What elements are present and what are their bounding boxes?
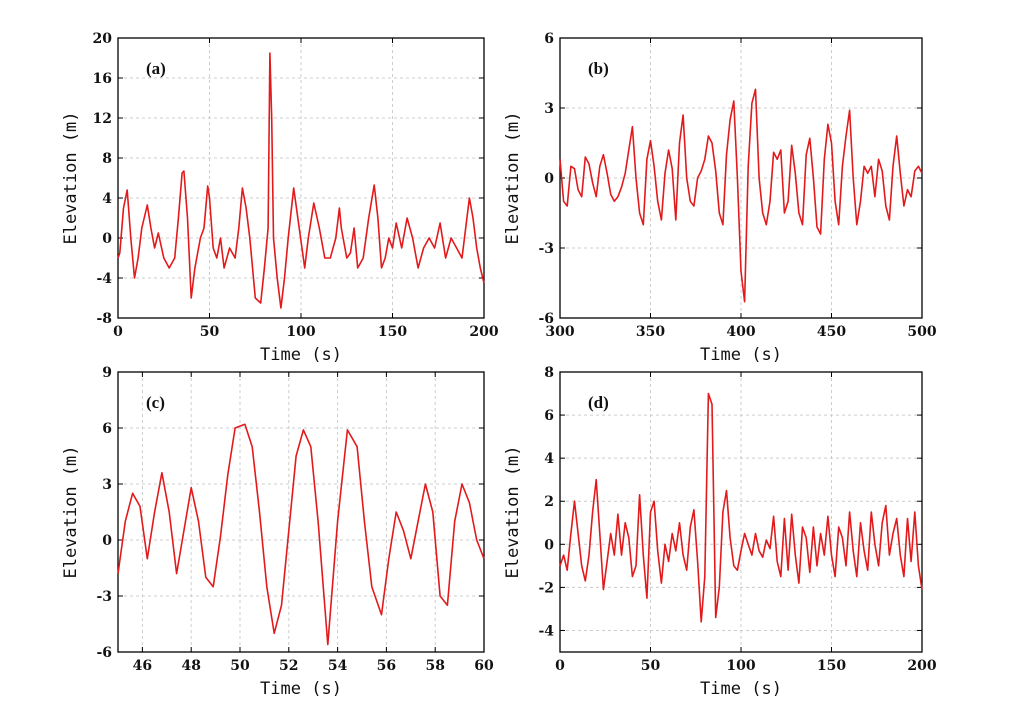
y-tick-label: -8 — [96, 311, 112, 327]
y-axis-label: Elevation (m) — [61, 445, 81, 578]
x-tick-label: 100 — [286, 324, 315, 340]
y-tick-label: -3 — [96, 589, 112, 605]
panel-label: (c) — [146, 393, 165, 412]
series-line — [559, 88, 923, 303]
y-tick-label: -6 — [96, 645, 112, 661]
x-tick-label: 500 — [907, 324, 936, 340]
y-axis-label: Elevation (m) — [503, 111, 523, 244]
y-tick-label: 0 — [102, 533, 112, 549]
x-tick-label: 56 — [377, 658, 396, 674]
panel-d: -4 -2 0 2 4 6 8 0 50 100 150 200 (d) Time (s) Eleva… — [503, 365, 937, 699]
series-line — [117, 52, 485, 309]
y-tick-label: -2 — [538, 580, 554, 596]
x-tick-label: 400 — [726, 324, 755, 340]
y-tick-label: 9 — [102, 365, 112, 381]
x-tick-label: 50 — [641, 658, 661, 674]
x-tick-label: 300 — [545, 324, 574, 340]
x-tick-label: 52 — [279, 658, 298, 674]
x-axis-label: Time (s) — [260, 679, 342, 699]
x-axis-label: Time (s) — [700, 679, 782, 699]
x-tick-label: 150 — [817, 658, 846, 674]
grid-lines — [118, 38, 484, 318]
x-tick-label: 48 — [181, 658, 200, 674]
y-tick-label: 6 — [544, 31, 554, 47]
y-tick-label: 4 — [544, 451, 554, 467]
panel-label: (a) — [146, 59, 166, 78]
series-line — [117, 423, 485, 646]
grid-lines — [118, 372, 484, 652]
axis-ticks: -6 -3 0 3 6 300 350 400 450 500 — [538, 31, 936, 340]
y-tick-label: 2 — [544, 494, 554, 510]
x-tick-label: 200 — [907, 658, 936, 674]
y-tick-label: 3 — [102, 477, 112, 493]
series-line — [559, 392, 923, 623]
y-tick-label: 0 — [102, 231, 112, 247]
y-tick-label: 0 — [544, 171, 554, 187]
panel-label: (d) — [588, 393, 609, 412]
y-tick-label: 4 — [102, 191, 112, 207]
y-tick-label: 6 — [102, 421, 112, 437]
x-tick-label: 150 — [378, 324, 407, 340]
y-tick-label: 8 — [544, 365, 554, 381]
x-tick-label: 46 — [133, 658, 152, 674]
x-tick-label: 0 — [555, 658, 565, 674]
x-tick-label: 100 — [726, 658, 755, 674]
panel-b: -6 -3 0 3 6 300 350 400 450 500 (b) Time (s) Elev… — [503, 31, 937, 365]
x-axis-label: Time (s) — [260, 345, 342, 365]
y-tick-label: 6 — [544, 408, 554, 424]
y-tick-label: 16 — [93, 71, 112, 87]
axis-ticks: -4 -2 0 2 4 6 8 0 50 100 150 200 — [538, 365, 936, 674]
y-tick-label: -6 — [538, 311, 554, 327]
y-tick-label: 20 — [93, 31, 113, 47]
y-tick-label: -3 — [538, 241, 554, 257]
x-tick-label: 50 — [230, 658, 250, 674]
x-tick-label: 54 — [328, 658, 348, 674]
y-tick-label: -4 — [96, 271, 112, 287]
x-tick-label: 60 — [474, 658, 494, 674]
y-tick-label: 12 — [93, 111, 112, 127]
y-tick-label: 0 — [544, 537, 554, 553]
plot-frame — [559, 37, 923, 319]
y-axis-label: Elevation (m) — [61, 111, 81, 244]
x-tick-label: 350 — [636, 324, 665, 340]
axis-ticks: -6 -3 0 3 6 9 46 48 50 52 54 56 58 60 — [96, 365, 494, 674]
y-tick-label: 3 — [544, 101, 554, 117]
plot-frame — [117, 371, 485, 653]
x-tick-label: 50 — [200, 324, 220, 340]
y-tick-label: 8 — [102, 151, 112, 167]
panel-label: (b) — [588, 59, 609, 78]
panel-c: -6 -3 0 3 6 9 46 48 50 52 54 56 58 60 (c) Time (s) El… — [61, 365, 494, 699]
x-tick-label: 450 — [817, 324, 846, 340]
x-tick-label: 0 — [113, 324, 123, 340]
y-axis-label: Elevation (m) — [503, 445, 523, 578]
plot-frame — [559, 371, 923, 653]
y-tick-label: -4 — [538, 623, 554, 639]
x-axis-label: Time (s) — [700, 345, 782, 365]
grid-lines — [560, 372, 922, 652]
x-tick-label: 200 — [469, 324, 498, 340]
plot-frame — [117, 37, 485, 319]
grid-lines — [560, 38, 922, 318]
x-tick-label: 58 — [425, 658, 444, 674]
